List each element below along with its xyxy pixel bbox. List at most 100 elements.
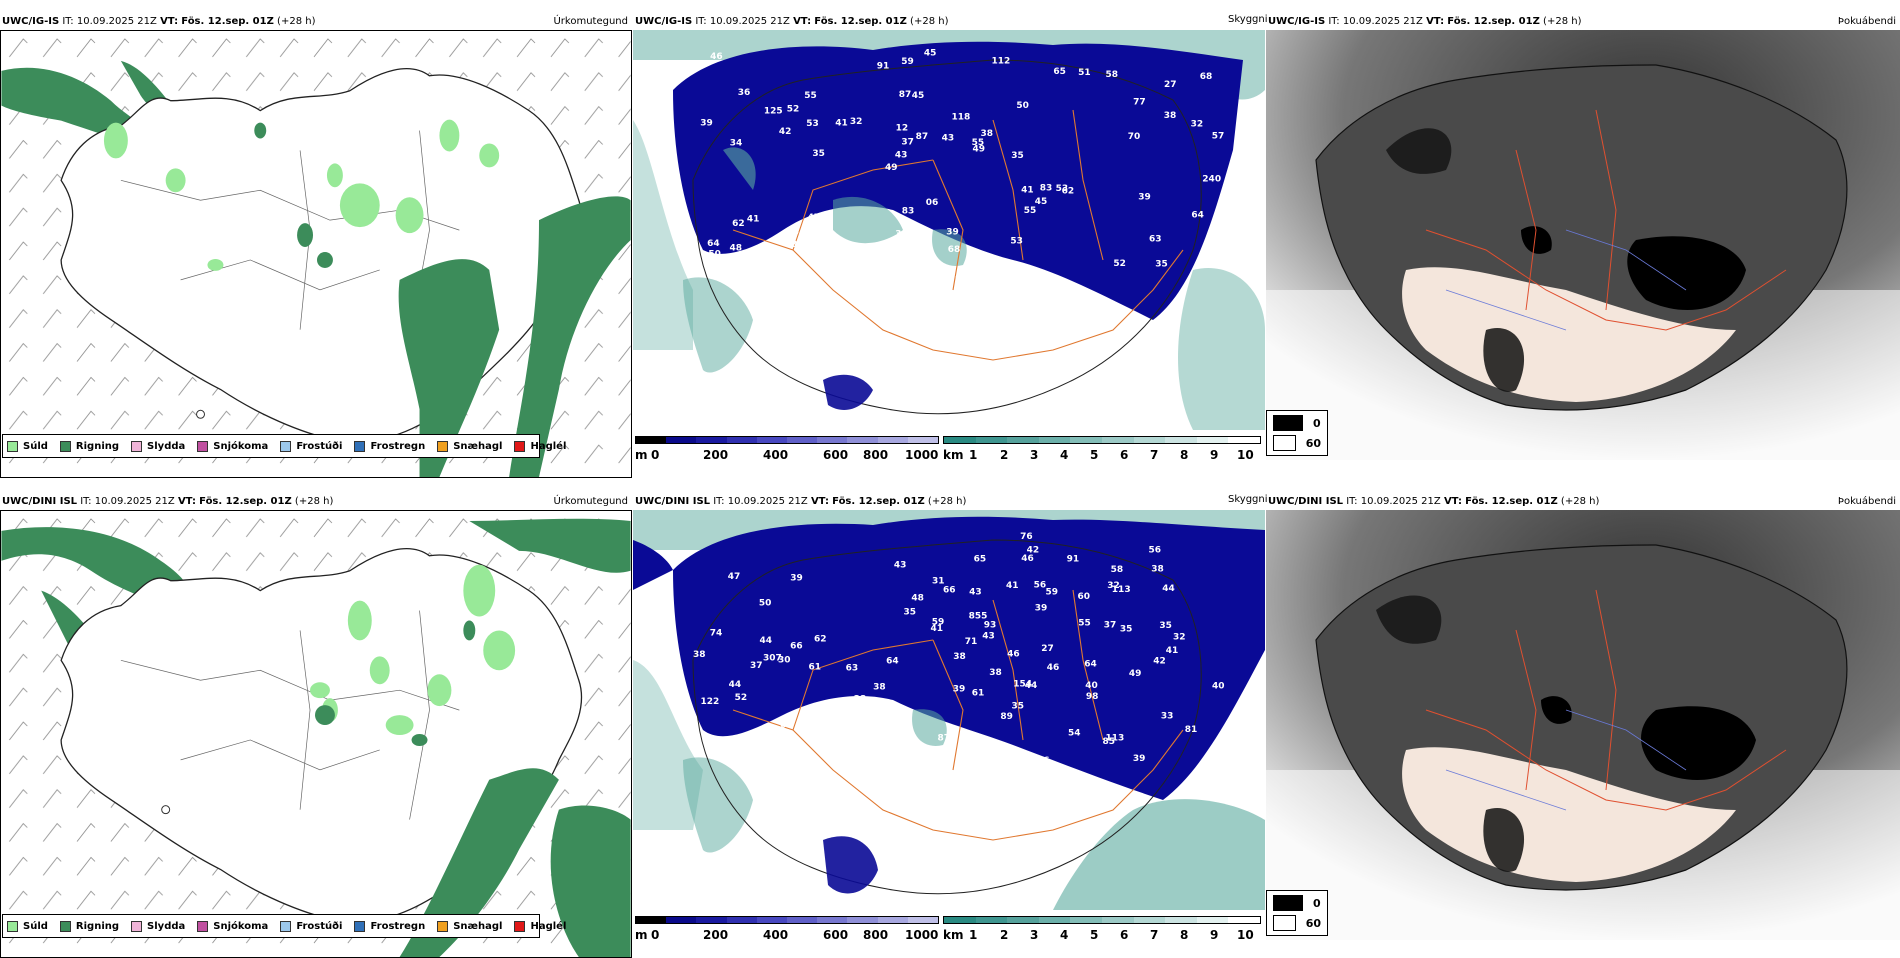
it-value: 10.09.2025 21Z	[709, 16, 790, 27]
cloudbase-value-label: 36	[897, 728, 910, 738]
legend-label: Frostregn	[370, 440, 426, 452]
cloudbase-value-label: 50	[1016, 101, 1029, 111]
cloudbase-value-label: 38	[854, 695, 867, 705]
cloudbase-value-label: 44	[1162, 584, 1175, 594]
fog-legend-label: 60	[1305, 916, 1321, 930]
tick: 7	[1150, 448, 1159, 462]
panel-title: Úrkomutegund	[553, 16, 628, 27]
visibility-unit: km	[943, 928, 964, 942]
swatch	[354, 920, 366, 932]
cloudbase-value-label: 70	[1128, 132, 1141, 142]
legend-item-slydda: Slydda	[131, 440, 185, 452]
cloudbase-value-label: 47	[808, 213, 821, 223]
cloudbase-value-label: 68	[1200, 72, 1213, 82]
lead-time: (+28 h)	[1560, 496, 1600, 507]
cloudbase-value-label: 42	[1153, 656, 1166, 666]
tick: 200	[703, 928, 729, 942]
cloudbase-value-label: 154	[1013, 679, 1032, 689]
panel-header: UWC/IG-IS IT: 10.09.2025 21Z VT: Fös. 12…	[0, 14, 632, 30]
vt-value: Fös. 12.sep. 01Z	[1447, 16, 1540, 27]
fog-legend-row: 60	[1273, 915, 1321, 931]
cloudbase-value-label: 59	[932, 618, 945, 628]
legend-item-snjokoma: Snjókoma	[197, 440, 268, 452]
cloudbase-value-label: 34	[730, 139, 743, 149]
cloudbase-value-label: 86	[753, 267, 766, 277]
cloudbase-value-label: 39	[790, 574, 803, 584]
swatch	[197, 440, 209, 452]
cloudbase-value-label: 83	[902, 206, 915, 216]
cloudbase-value-label: 59	[1046, 588, 1059, 598]
tick: 800	[863, 928, 889, 942]
legend-label: Snæhagl	[453, 440, 503, 452]
cloudbase-value-label: 36	[738, 88, 751, 98]
cloudbase-value-label: 35	[1012, 702, 1025, 712]
precip-map	[0, 30, 632, 478]
model-name: UWC/IG-IS	[2, 16, 60, 27]
cloudbase-value-label: 55	[750, 730, 763, 740]
cloudbase-value-label: 50	[759, 598, 772, 608]
it-value: 10.09.2025 21Z	[76, 16, 157, 27]
swatch	[131, 920, 143, 932]
cloudbase-value-label: 62	[814, 635, 827, 645]
swatch	[437, 920, 449, 932]
cloudbase-value-label: 54	[1068, 729, 1081, 739]
it-value: 10.09.2025 21Z	[1342, 16, 1423, 27]
cloudbase-value-label: 38	[989, 668, 1002, 678]
lead-time: (+28 h)	[277, 16, 316, 27]
cloudbase-value-label: 91	[1067, 555, 1080, 565]
cloudbase-value-label: 38	[1164, 111, 1177, 121]
visibility-bar	[943, 916, 1261, 924]
cloudbase-value-label: 49	[1129, 669, 1142, 679]
legend-item-suld: Súld	[7, 440, 48, 452]
panel-header: UWC/IG-IS IT: 10.09.2025 21Z VT: Fös. 12…	[1266, 14, 1900, 30]
cloudbase-value-label: 240	[1202, 175, 1221, 185]
cloudbase-value-label: 68	[948, 245, 961, 255]
cloudbase-value-label: 33	[1161, 712, 1174, 722]
cloudbase-value-label: 35	[812, 149, 825, 159]
cloudbase-value-label: 52	[735, 693, 748, 703]
swatch	[1273, 915, 1296, 931]
cloudbase-value-label: 77	[1133, 97, 1146, 107]
cloudbase-value-label: 35	[1155, 260, 1168, 270]
tick: 800	[863, 448, 889, 462]
cloudbase-value-label: 53	[806, 119, 819, 129]
tick: 1	[969, 928, 978, 942]
vt-label: VT:	[177, 496, 196, 507]
cloudbase-value-label: 43	[969, 587, 982, 597]
precip-legend: Súld Rigning Slydda Snjókoma Frostúði Fr…	[2, 434, 566, 458]
cloudbase-value-label: 48	[730, 243, 743, 253]
cloudbase-value-label: 30	[778, 656, 791, 666]
visibility-title: Skyggni	[1228, 14, 1268, 25]
cloudbase-value-label: 55	[1078, 618, 1091, 628]
tick: 0	[651, 448, 660, 462]
cloudbase-value-label: 63	[1149, 234, 1162, 244]
cloudbase-value-label: 76	[1020, 532, 1033, 542]
legend-label: Snjókoma	[213, 920, 269, 932]
fog-legend: 0 60	[1266, 890, 1328, 936]
cloudbase-value-label: 39	[946, 228, 959, 238]
cloudbase-bar	[635, 916, 939, 924]
model-name: UWC/IG-IS	[1268, 16, 1326, 27]
cloudbase-value-label: 66	[943, 586, 956, 596]
cloudbase-value-label: 87	[899, 90, 912, 100]
it-value: 10.09.2025 21Z	[1360, 496, 1441, 507]
it-label: IT:	[1328, 16, 1340, 27]
cloudbase-value-label: 46	[1037, 756, 1050, 766]
swatch	[1273, 895, 1303, 911]
fog-legend: 0 60	[1266, 410, 1328, 456]
swatch	[514, 440, 526, 452]
swatch	[7, 920, 18, 932]
precip-legend: Súld Rigning Slydda Snjókoma Frostúði Fr…	[2, 914, 566, 938]
cloudbase-value-label: 39	[1138, 192, 1151, 202]
vt-value: Fös. 12.sep. 01Z	[1465, 496, 1558, 507]
cloudbase-value-label: 89	[1000, 712, 1013, 722]
cloudbase-value-label: 125	[764, 106, 783, 116]
cloudbase-value-label: 64	[707, 239, 720, 249]
tick: 1000	[905, 448, 939, 462]
it-value: 10.09.2025 21Z	[94, 496, 175, 507]
cloudbase-value-label: 113	[1112, 585, 1131, 595]
swatch	[7, 440, 18, 452]
swatch	[59, 920, 71, 932]
cloudbase-value-label: 53	[1010, 237, 1023, 247]
cloudbase-value-label: 45	[924, 49, 937, 59]
